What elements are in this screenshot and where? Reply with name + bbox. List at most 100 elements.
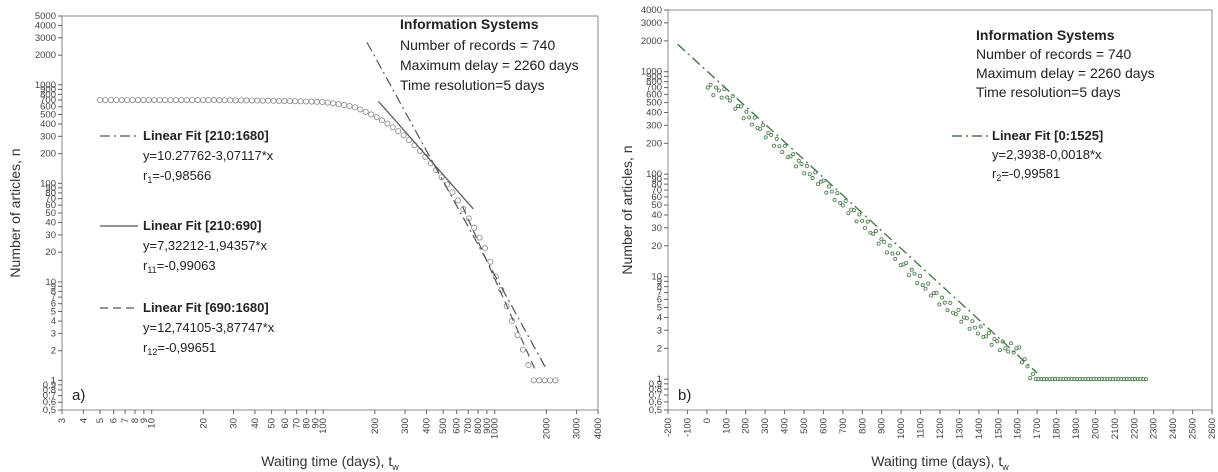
data-point <box>895 251 900 256</box>
data-point <box>270 97 277 104</box>
data-point <box>1008 341 1013 346</box>
y-tick-label: 2 <box>657 343 662 354</box>
x-tick-label: 1300 <box>954 418 965 439</box>
data-point <box>725 95 730 100</box>
data-point <box>145 97 152 104</box>
panel-label: b) <box>678 387 691 404</box>
y-tick-label: 600 <box>40 102 56 113</box>
data-point <box>378 117 385 124</box>
x-tick-label: 10 <box>147 418 158 429</box>
y-tick-label: 60 <box>651 192 662 203</box>
y-tick-label: 3 <box>51 328 56 339</box>
fit-equation: y=10.27762-3,07117*x <box>143 148 274 163</box>
x-tick-label: 1400 <box>974 418 985 439</box>
y-tick-label: 600 <box>646 89 662 100</box>
data-point <box>248 97 255 104</box>
data-point <box>964 316 969 321</box>
data-point <box>357 106 364 113</box>
fit-r-sub: 11 <box>147 265 156 275</box>
y-tick-label: 200 <box>40 149 56 160</box>
data-point <box>945 308 950 313</box>
y-tick-label: 8 <box>51 286 56 297</box>
y-tick-label: 0,7 <box>649 390 662 401</box>
data-point <box>330 100 337 107</box>
fit-r: r11=-0,99063 <box>143 258 216 275</box>
x-tick-label: 800 <box>473 418 484 434</box>
data-point <box>840 203 845 208</box>
x-tick-label: 1000 <box>490 418 501 439</box>
y-tick-label: 300 <box>646 120 662 131</box>
y-tick-label: 4000 <box>35 21 56 32</box>
data-point <box>917 274 922 279</box>
data-point <box>1066 377 1071 382</box>
y-tick-label: 1 <box>657 374 662 385</box>
data-point <box>948 300 953 305</box>
panel-label: a) <box>72 387 85 404</box>
info-title: Information Systems <box>976 27 1115 43</box>
data-point <box>824 190 829 195</box>
data-point <box>243 97 250 104</box>
data-point <box>1039 377 1044 382</box>
y-tick-label: 50 <box>651 200 662 211</box>
data-point <box>796 158 801 163</box>
data-point <box>1030 371 1035 376</box>
fit-line <box>677 43 1038 374</box>
data-point <box>973 325 978 330</box>
data-point <box>1055 377 1060 382</box>
data-point <box>194 97 201 104</box>
x-tick-label: 800 <box>857 418 868 434</box>
x-tick-label: 7 <box>120 418 131 423</box>
y-tick-label: 2000 <box>35 50 56 61</box>
data-point <box>530 377 537 384</box>
y-tick-label: 70 <box>45 194 56 205</box>
data-point <box>810 176 815 181</box>
fit-title: Linear Fit [210:1680] <box>143 128 269 143</box>
x-tick-label: 2600 <box>1207 418 1218 439</box>
y-tick-label: 0,7 <box>43 391 56 402</box>
x-tick-label: 2500 <box>1188 418 1199 439</box>
x-tick-label: 80 <box>302 418 313 429</box>
data-point <box>1036 377 1041 382</box>
info-line: Maximum delay = 2260 days <box>400 57 579 73</box>
y-tick-label: 10 <box>45 277 56 288</box>
data-point <box>183 97 190 104</box>
info-line: Maximum delay = 2260 days <box>976 65 1155 81</box>
data-point <box>984 334 989 339</box>
data-point <box>760 123 765 128</box>
data-point <box>777 144 782 149</box>
x-tick-label: 300 <box>400 418 411 434</box>
data-point <box>1119 377 1124 382</box>
data-point <box>708 82 713 87</box>
fit-equation: y=7,32212-1,94357*x <box>143 238 267 253</box>
x-tick-label: 200 <box>370 418 381 434</box>
fit-r: r12=-0,99651 <box>143 340 216 357</box>
data-point <box>1141 377 1146 382</box>
info-title: Information Systems <box>400 16 539 32</box>
x-tick-label: 50 <box>267 418 278 429</box>
x-tick-label: 2100 <box>1110 418 1121 439</box>
y-tick-label: 0,8 <box>649 384 662 395</box>
data-point <box>319 98 326 105</box>
data-point <box>1072 377 1077 382</box>
x-tick-label: 2400 <box>1168 418 1179 439</box>
fit-title: Linear Fit [0:1525] <box>992 128 1103 143</box>
data-point <box>873 228 878 233</box>
x-tick-label: 4 <box>78 418 89 423</box>
data-point <box>552 377 559 384</box>
x-tick-label: 9 <box>139 418 150 423</box>
data-point <box>799 161 804 166</box>
data-point <box>308 98 315 105</box>
data-point <box>807 172 812 177</box>
x-tick-label: 900 <box>482 418 493 434</box>
data-point <box>97 97 104 104</box>
data-point <box>172 97 179 104</box>
data-point <box>259 97 266 104</box>
x-tick-label: 0 <box>702 418 713 423</box>
data-point <box>733 106 738 111</box>
data-point <box>313 98 320 105</box>
data-point <box>1088 377 1093 382</box>
data-point <box>389 124 396 131</box>
data-point <box>782 143 787 148</box>
data-point <box>368 111 375 118</box>
data-point <box>341 102 348 109</box>
